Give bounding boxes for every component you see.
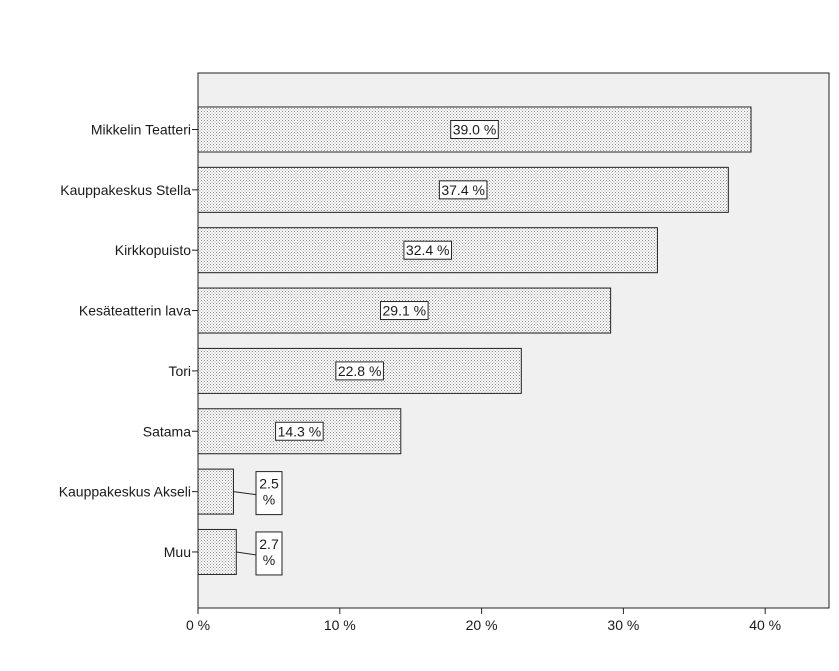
data-label: 22.8 % — [335, 361, 384, 381]
x-tick-label: 0 % — [186, 617, 210, 633]
data-label: 37.4 % — [438, 180, 488, 200]
data-label-box — [403, 240, 453, 260]
data-label-text: 14.3 % — [278, 423, 322, 439]
category-axis: Mikkelin Teatteri Kauppakeskus Stella Kirk… — [59, 122, 198, 560]
category-label: Satama — [143, 423, 191, 439]
data-label-box — [255, 471, 283, 516]
category-label: Tori — [168, 363, 191, 379]
data-label-leader — [233, 491, 257, 496]
data-labels-layer: 39.0 % 37.4 % 32.4 % 29.1 % 22.8 % 14.3 % 2.5%… — [233, 120, 499, 576]
data-label-box — [450, 120, 499, 139]
data-label-box — [275, 421, 324, 441]
data-label-text: 2.5% — [259, 476, 279, 508]
data-label-leader — [236, 551, 257, 556]
x-tick-label: 10 % — [324, 617, 356, 633]
category-label: Mikkelin Teatteri — [91, 122, 191, 138]
bar — [197, 528, 237, 575]
data-label-box — [438, 180, 488, 200]
data-label-text: 29.1 % — [383, 303, 427, 319]
data-label-text: 32.4 % — [406, 242, 450, 258]
plot-area — [197, 72, 830, 609]
data-label: 2.5% — [233, 471, 283, 516]
data-label-text: 39.0 % — [453, 122, 497, 138]
data-label: 14.3 % — [275, 421, 324, 441]
category-label: Kesäteatterin lava — [79, 303, 191, 319]
data-label: 29.1 % — [380, 301, 429, 321]
bar — [197, 468, 234, 515]
category-label: Kirkkopuisto — [115, 242, 191, 258]
data-label-box — [335, 361, 384, 381]
data-label-box — [255, 531, 283, 576]
data-label-text: 37.4 % — [441, 182, 485, 198]
data-label-text: 22.8 % — [338, 363, 382, 379]
value-axis: 0 % 10 % 20 % 30 % 40 % — [186, 607, 829, 633]
category-label: Muu — [164, 544, 191, 560]
category-label: Kauppakeskus Akseli — [59, 484, 191, 500]
data-label: 39.0 % — [450, 120, 499, 139]
data-label-text: 2.7% — [259, 536, 279, 568]
x-tick-label: 20 % — [466, 617, 498, 633]
category-label: Kauppakeskus Stella — [60, 182, 191, 198]
x-tick-label: 40 % — [749, 617, 781, 633]
x-tick-label: 30 % — [607, 617, 639, 633]
data-label: 2.7% — [236, 531, 283, 576]
data-label: 32.4 % — [403, 240, 453, 260]
data-label-box — [380, 301, 429, 321]
